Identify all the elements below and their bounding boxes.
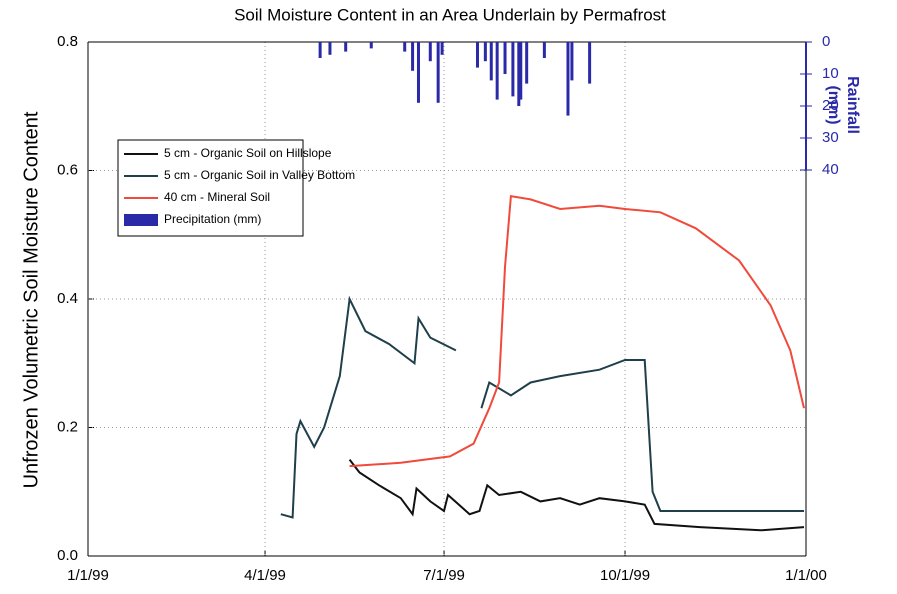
legend-label: 40 cm - Mineral Soil <box>164 190 270 204</box>
precip-bar <box>369 42 373 49</box>
precip-bar <box>318 42 322 58</box>
legend-label: 5 cm - Organic Soil in Valley Bottom <box>164 168 355 182</box>
precip-bar <box>525 42 529 84</box>
precip-bar <box>416 42 420 103</box>
precip-bar <box>428 42 432 62</box>
precip-bar <box>328 42 332 55</box>
precip-bar <box>483 42 487 62</box>
chart-title: Soil Moisture Content in an Area Underla… <box>234 5 666 24</box>
precip-bar <box>519 42 523 100</box>
x-tick-label: 1/1/99 <box>67 567 109 584</box>
legend-swatch <box>124 214 158 226</box>
precip-bar <box>511 42 515 97</box>
y2-axis-label: Rainfall <box>844 76 861 134</box>
precip-bar <box>403 42 407 52</box>
x-tick-label: 7/1/99 <box>423 567 465 584</box>
precip-bar <box>566 42 570 116</box>
precip-bar <box>517 42 521 106</box>
y-tick-label: 0.6 <box>57 161 78 178</box>
precip-bar <box>411 42 415 71</box>
y2-tick-label: 0 <box>822 33 830 50</box>
y-tick-label: 0.4 <box>57 290 78 307</box>
precip-bar <box>475 42 479 68</box>
y-tick-label: 0.0 <box>57 547 78 564</box>
y-axis-label: Unfrozen Volumetric Soil Moisture Conten… <box>20 111 42 488</box>
y2-tick-label: 20 <box>822 97 839 114</box>
data-line <box>349 195 805 468</box>
y2-tick-label: 10 <box>822 65 839 82</box>
precip-bar <box>503 42 507 74</box>
x-tick-label: 1/1/00 <box>785 567 827 584</box>
precip-bar <box>489 42 493 81</box>
y2-axis-label: (mm) <box>825 85 842 124</box>
data-line <box>280 295 804 519</box>
legend-label: Precipitation (mm) <box>164 212 261 226</box>
precip-bar <box>542 42 546 58</box>
precip-bar <box>588 42 592 84</box>
precip-bar <box>495 42 499 100</box>
data-line <box>348 458 805 532</box>
x-tick-label: 4/1/99 <box>244 567 286 584</box>
y2-tick-label: 40 <box>822 161 839 178</box>
y-tick-label: 0.2 <box>57 418 78 435</box>
precip-bar <box>344 42 348 52</box>
y-tick-label: 0.8 <box>57 33 78 50</box>
precip-bar <box>440 42 444 55</box>
y2-tick-label: 30 <box>822 129 839 146</box>
precip-bar <box>570 42 574 81</box>
x-tick-label: 10/1/99 <box>600 567 650 584</box>
legend-label: 5 cm - Organic Soil on Hillslope <box>164 146 332 160</box>
precip-bar <box>436 42 440 103</box>
